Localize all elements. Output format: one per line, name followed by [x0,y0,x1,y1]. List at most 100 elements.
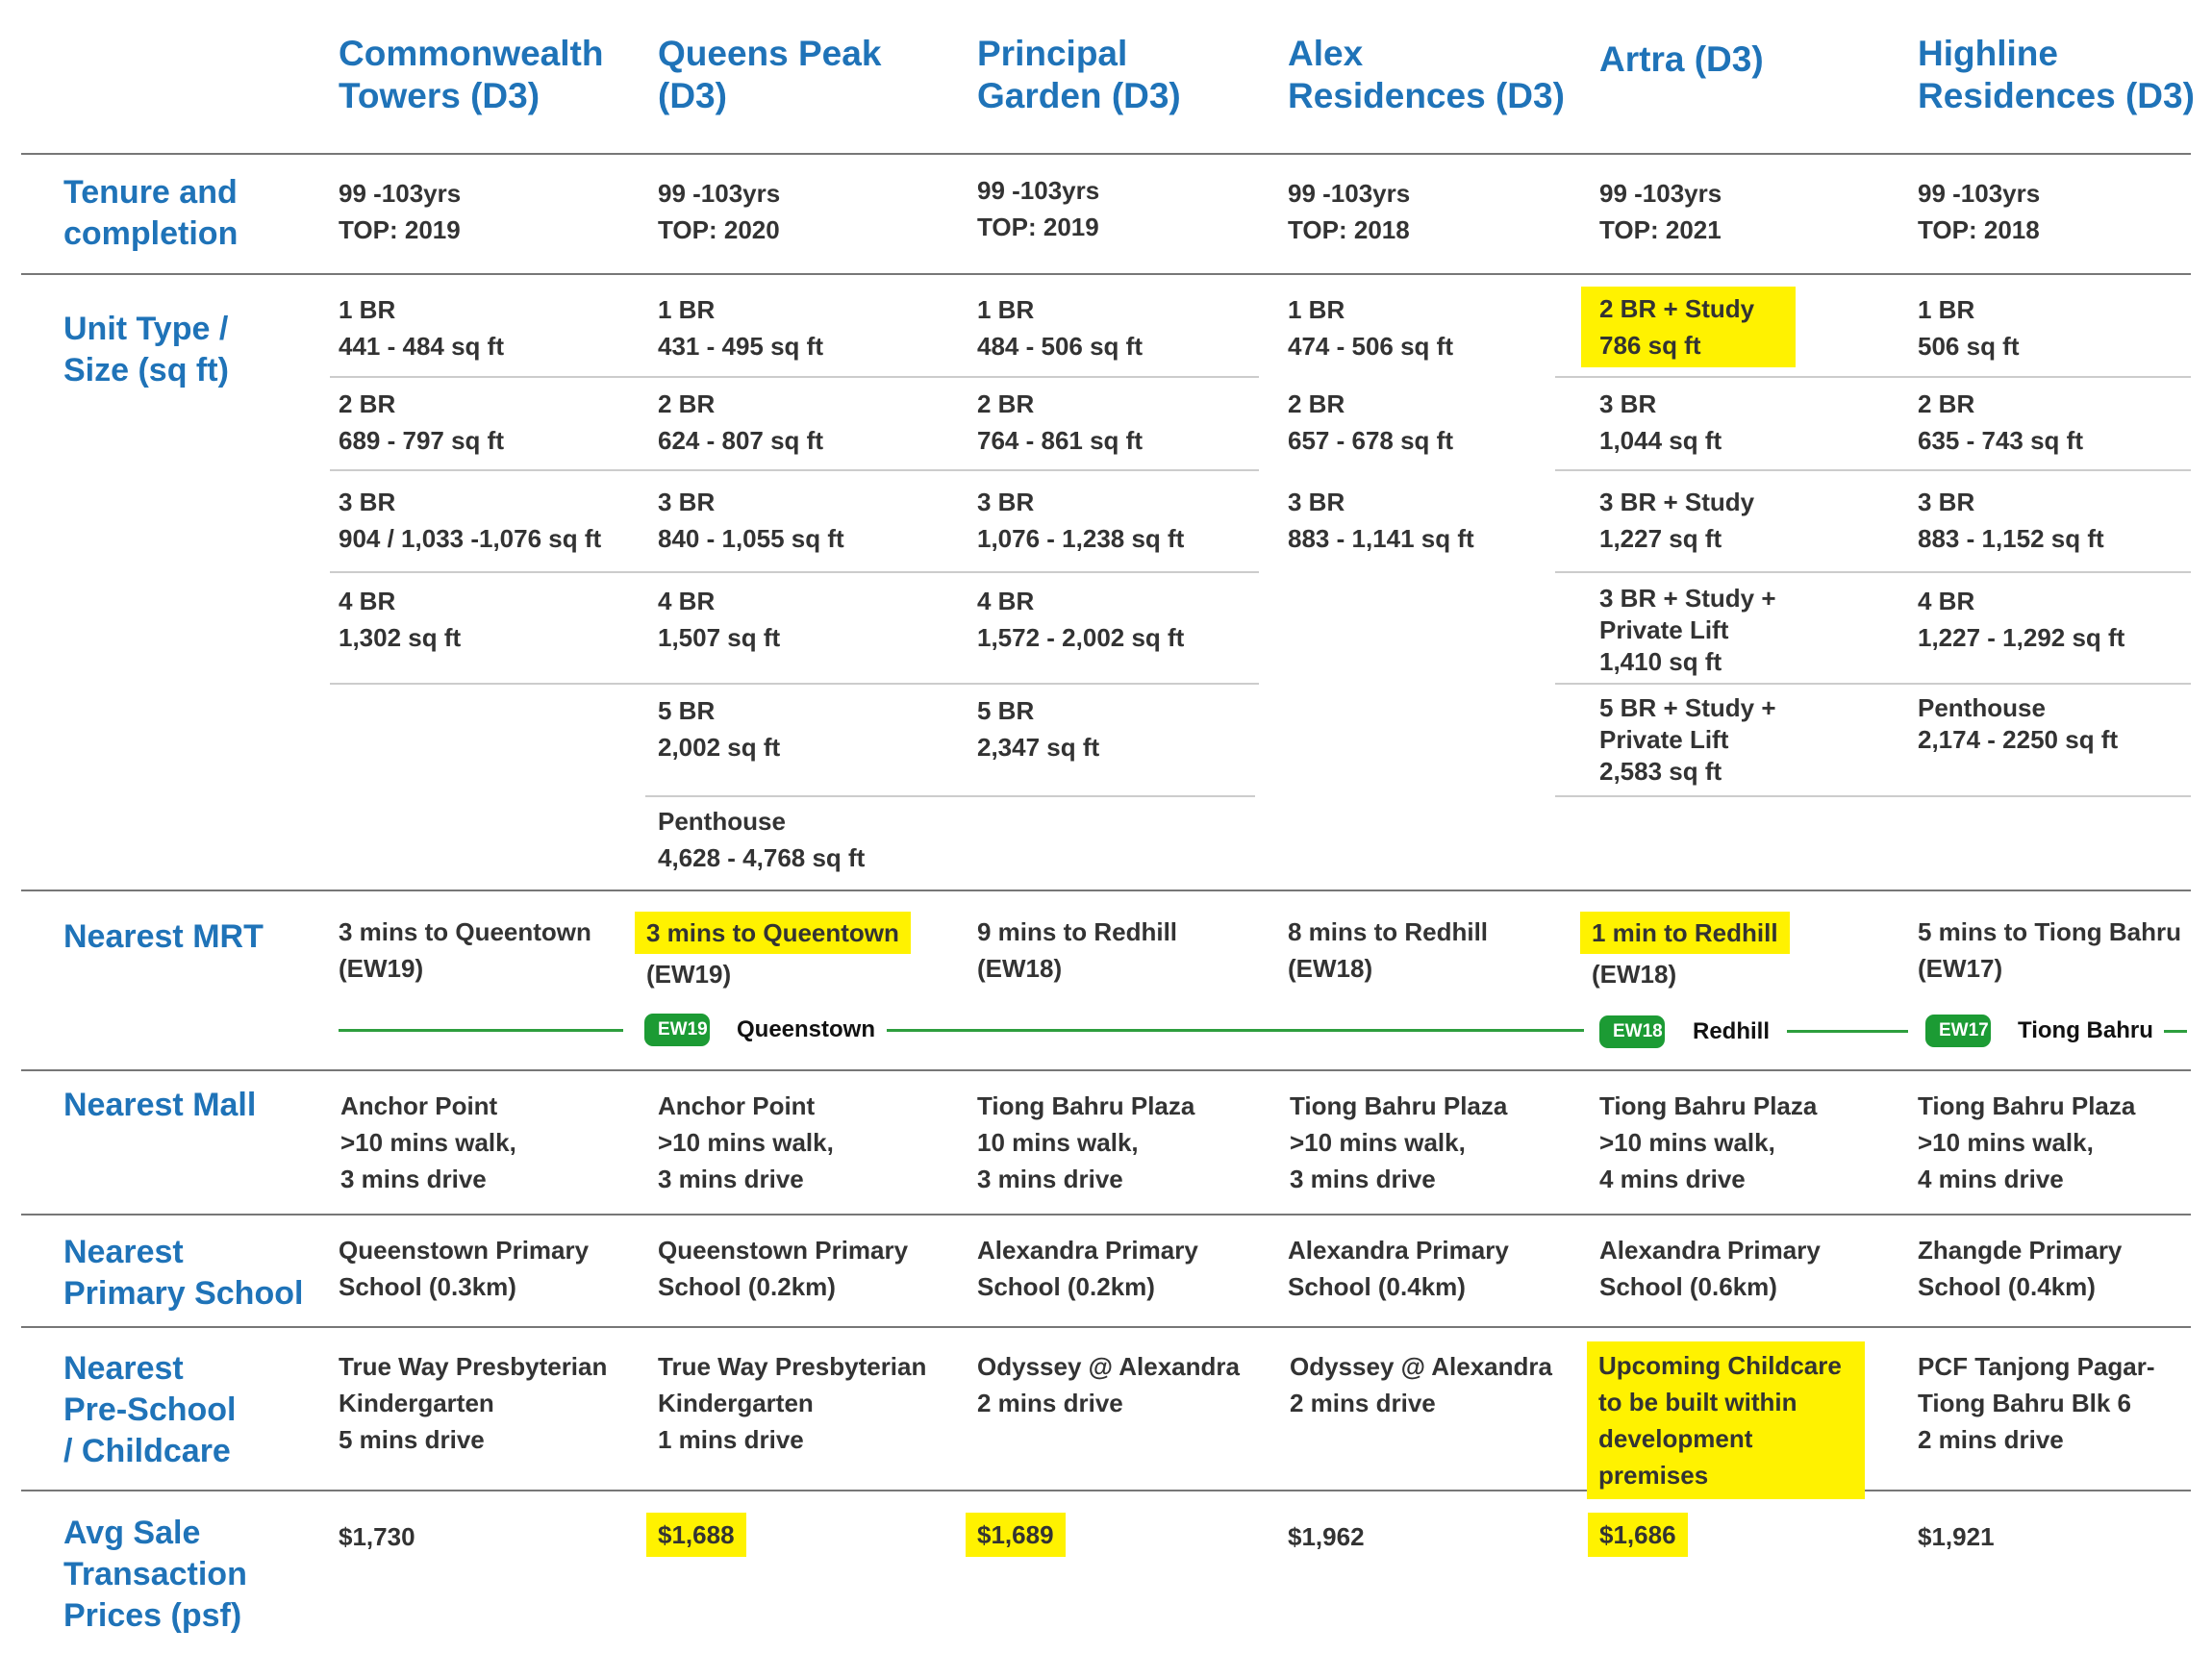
price-cell-highlighted: $1,686 [1588,1513,1688,1557]
mrt-line-segment [339,1029,623,1032]
mrt-cell: 8 mins to Redhill (EW18) [1288,914,1488,987]
mrt-badge-ew18: EW18 [1599,1015,1665,1048]
mrt-line-segment [1787,1030,1908,1033]
primary-school-cell: Queenstown Primary School (0.3km) [339,1236,590,1301]
preschool-cell: PCF Tanjong Pagar- Tiong Bahru Blk 6 2 m… [1918,1352,2155,1454]
tenure-cell: 99 -103yrs TOP: 2019 [977,176,1100,241]
mrt-station-code: (EW18) [1288,954,1373,983]
unit-row-divider [645,795,1255,797]
mrt-badge-ew19: EW19 [644,1014,710,1046]
unit-type-cell: 5 BR + Study + Private Lift 2,583 sq ft [1599,693,1776,786]
unit-type-cell: 3 BR 883 - 1,141 sq ft [1288,488,1474,553]
mrt-station-code: (EW18) [1592,960,1677,989]
unit-type-cell: 4 BR 1,227 - 1,292 sq ft [1918,587,2125,652]
unit-type-cell: 3 BR 1,076 - 1,238 sq ft [977,488,1185,553]
mrt-line-segment [887,1029,1584,1032]
header-commonwealth-towers: Commonwealth Towers (D3) [339,34,604,115]
preschool-cell: True Way Presbyterian Kindergarten 5 min… [339,1352,608,1454]
unit-type-cell: 5 BR 2,347 sq ft [977,696,1100,762]
mrt-cell: 1 min to Redhill (EW18) [1580,912,1790,992]
mall-cell: Tiong Bahru Plaza 10 mins walk, 3 mins d… [977,1091,1195,1193]
mrt-station-queenstown: Queenstown [737,1016,876,1042]
mrt-station-redhill: Redhill [1693,1018,1771,1044]
divider [21,1214,2191,1215]
unit-type-cell: Penthouse 2,174 - 2250 sq ft [1918,693,2119,754]
unit-row-divider [1555,469,2191,471]
unit-row-divider [1555,683,2191,685]
unit-row-divider [330,571,1259,573]
price-cell: $1,730 [339,1522,415,1551]
mrt-cell: 3 mins to Queentown (EW19) [339,914,591,987]
mrt-cell: 5 mins to Tiong Bahru (EW17) [1918,914,2181,987]
unit-type-cell: 2 BR 624 - 807 sq ft [658,389,823,455]
unit-type-cell: 3 BR 840 - 1,055 sq ft [658,488,844,553]
price-cell-highlighted: $1,689 [966,1513,1066,1557]
mrt-station-code: (EW19) [646,960,732,989]
unit-type-cell: 3 BR + Study + Private Lift 1,410 sq ft [1599,584,1776,676]
price-cell-highlighted: $1,688 [646,1513,746,1557]
mrt-cell: 3 mins to Queentown (EW19) [635,912,911,992]
label-nearest-mall: Nearest Mall [63,1087,257,1123]
unit-type-cell: 2 BR 689 - 797 sq ft [339,389,504,455]
preschool-cell: Odyssey @ Alexandra 2 mins drive [977,1352,1240,1417]
primary-school-cell: Alexandra Primary School (0.2km) [977,1236,1198,1301]
unit-type-cell: 1 BR 474 - 506 sq ft [1288,295,1453,361]
header-alex-residences: Alex Residences (D3) [1288,34,1565,115]
preschool-cell: True Way Presbyterian Kindergarten 1 min… [658,1352,927,1454]
unit-type-cell: 3 BR 883 - 1,152 sq ft [1918,488,2104,553]
mall-cell: Tiong Bahru Plaza >10 mins walk, 4 mins … [1599,1091,1818,1193]
unit-type-cell: 1 BR 431 - 495 sq ft [658,295,823,361]
unit-type-cell: 2 BR 635 - 743 sq ft [1918,389,2083,455]
unit-type-cell: 1 BR 441 - 484 sq ft [339,295,504,361]
divider [21,1490,2191,1491]
unit-type-cell: 3 BR 1,044 sq ft [1599,389,1722,455]
price-cell: $1,921 [1918,1522,1995,1551]
price-cell: $1,962 [1288,1522,1365,1551]
header-queens-peak: Queens Peak (D3) [658,34,882,115]
unit-type-cell: 2 BR 657 - 678 sq ft [1288,389,1453,455]
primary-school-cell: Alexandra Primary School (0.6km) [1599,1236,1821,1301]
tenure-cell: 99 -103yrs TOP: 2020 [658,179,781,244]
tenure-cell: 99 -103yrs TOP: 2021 [1599,179,1722,244]
divider [21,1326,2191,1328]
unit-type-cell: Penthouse 4,628 - 4,768 sq ft [658,807,866,872]
divider [21,153,2191,155]
tenure-cell: 99 -103yrs TOP: 2019 [339,179,462,244]
mrt-cell: 9 mins to Redhill (EW18) [977,914,1177,987]
label-nearest-preschool: Nearest Pre-School / Childcare [63,1350,237,1469]
unit-row-divider [1555,795,2191,797]
mrt-station-code: (EW19) [339,954,424,983]
mrt-walk-time: 3 mins to Queentown [339,917,591,946]
unit-type-cell-highlighted: 2 BR + Study 786 sq ft [1581,287,1796,367]
mall-cell: Anchor Point >10 mins walk, 3 mins drive [658,1091,834,1193]
primary-school-cell: Queenstown Primary School (0.2km) [658,1236,909,1301]
label-nearest-mrt: Nearest MRT [63,918,264,955]
label-nearest-primary-school: Nearest Primary School [63,1234,304,1312]
primary-school-cell: Alexandra Primary School (0.4km) [1288,1236,1509,1301]
preschool-cell-highlighted: Upcoming Childcare to be built within de… [1587,1341,1865,1499]
unit-type-cell: 4 BR 1,507 sq ft [658,587,781,652]
divider [21,273,2191,275]
mrt-walk-time: 8 mins to Redhill [1288,917,1489,946]
header-principal-garden: Principal Garden (D3) [977,34,1181,115]
mall-cell: Anchor Point >10 mins walk, 3 mins drive [340,1091,516,1193]
unit-type-cell: 5 BR 2,002 sq ft [658,696,781,762]
preschool-cell: Odyssey @ Alexandra 2 mins drive [1290,1352,1552,1417]
unit-type-cell: 3 BR 904 / 1,033 -1,076 sq ft [339,488,602,553]
mrt-walk-time-highlighted: 1 min to Redhill [1580,912,1790,954]
mrt-station-code: (EW18) [977,954,1063,983]
unit-type-cell: 4 BR 1,572 - 2,002 sq ft [977,587,1185,652]
mrt-walk-time: 9 mins to Redhill [977,917,1178,946]
unit-row-divider [1555,376,2191,378]
unit-type-cell: 3 BR + Study 1,227 sq ft [1599,488,1755,553]
tenure-cell: 99 -103yrs TOP: 2018 [1918,179,2041,244]
unit-type-cell: 1 BR 484 - 506 sq ft [977,295,1143,361]
tenure-cell: 99 -103yrs TOP: 2018 [1288,179,1411,244]
header-artra: Artra (D3) [1599,39,1764,79]
mrt-station-code: (EW17) [1918,954,2003,983]
unit-type-cell: 4 BR 1,302 sq ft [339,587,462,652]
label-unit-type: Unit Type / Size (sq ft) [63,311,229,388]
label-tenure: Tenure and completion [63,174,239,252]
header-highline-residences: Highline Residences (D3) [1918,34,2195,115]
divider [21,890,2191,891]
